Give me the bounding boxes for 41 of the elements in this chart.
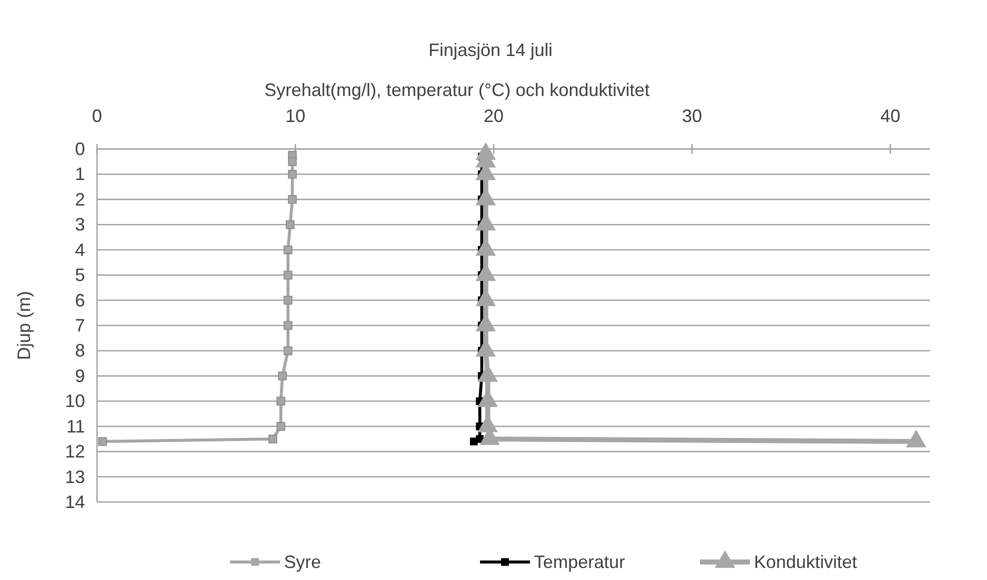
point [288, 170, 297, 179]
point [284, 346, 292, 356]
y-tick-label: 8 [74, 340, 85, 361]
y-tick-label: 5 [74, 265, 85, 286]
point [276, 422, 286, 431]
point [286, 220, 295, 230]
point [288, 157, 297, 166]
y-tick-label: 9 [74, 366, 85, 386]
point [278, 372, 287, 380]
y-tick-label: 13 [64, 466, 85, 487]
y-tick-label: 10 [64, 391, 85, 412]
chart-title: Finjasjön 14 juli [428, 40, 553, 60]
x-tick-label: 20 [484, 106, 504, 126]
y-axis-title: Djup (m) [14, 290, 34, 360]
x-tick-label: 10 [285, 106, 306, 126]
point [284, 321, 292, 330]
x-tick-label: 30 [682, 106, 702, 126]
legend-label: Konduktivitet [754, 552, 858, 572]
y-tick-label: 6 [74, 290, 85, 310]
y-tick-label: 7 [74, 316, 85, 336]
y-tick-label: 12 [64, 442, 85, 462]
legend-label: Syre [284, 552, 322, 572]
x-tick-label: 0 [92, 106, 102, 126]
legend-label: Temperatur [534, 552, 626, 572]
y-tick-label: 11 [66, 416, 85, 436]
point [98, 437, 107, 446]
y-tick-label: 3 [74, 214, 85, 235]
point [284, 270, 292, 280]
x-tick-label: 40 [880, 106, 900, 126]
x-axis-title: Syrehalt(mg/l), temperatur (°C) och konduktivitet [264, 80, 650, 100]
y-tick-label: 1 [74, 164, 85, 184]
point [284, 245, 292, 254]
point [284, 296, 292, 305]
point [276, 396, 286, 406]
point [470, 438, 478, 446]
y-tick-label: 0 [74, 139, 85, 159]
y-tick-label: 2 [74, 189, 85, 210]
y-tick-label: 14 [64, 492, 85, 512]
y-tick-label: 4 [74, 240, 85, 260]
point [268, 434, 278, 444]
point [288, 195, 297, 204]
